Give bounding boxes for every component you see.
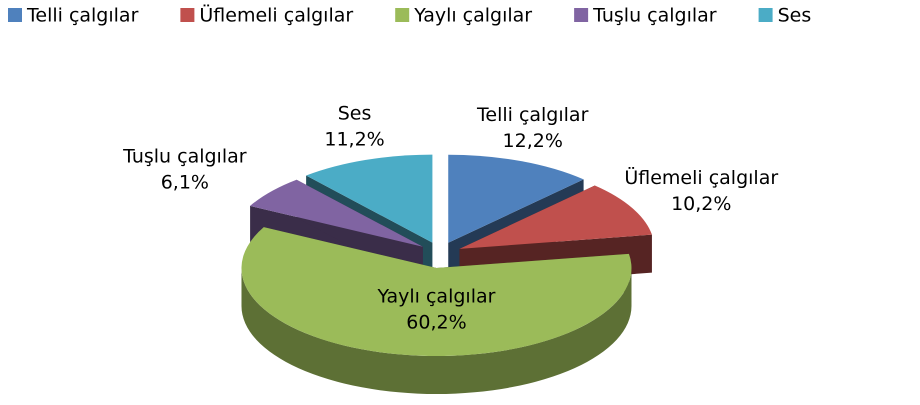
legend-item: Yaylı çalgılar [395,5,532,27]
slice-top [306,154,433,243]
legend-item: Üflemeli çalgılar [180,4,353,27]
legend-item: Tuşlu çalgılar [574,5,717,27]
legend-label: Üflemeli çalgılar [199,4,353,27]
data-label-name: Ses [338,102,372,124]
legend-label: Ses [778,5,812,27]
legend-swatch [180,8,195,22]
legend-label: Tuşlu çalgılar [592,5,717,27]
data-label-name: Üflemeli çalgılar [624,166,778,189]
data-label: Ses 11,2% [324,102,384,150]
slice-top [459,185,652,249]
legend-swatch [758,8,773,22]
legend-item: Telli çalgılar [8,5,139,27]
data-label: Üflemeli çalgılar 10,2% [624,166,778,215]
legend-label: Yaylı çalgılar [413,5,532,27]
slice [241,227,632,395]
data-label-value: 10,2% [671,193,731,215]
data-label-value: 12,2% [503,130,563,152]
data-label-name: Tuşlu çalgılar [122,145,247,167]
legend-item: Ses [758,5,812,27]
data-label-value: 60,2% [406,312,466,334]
legend-swatch [8,8,22,22]
data-label-value: 11,2% [324,128,384,150]
data-label-value: 6,1% [161,171,209,193]
data-label-name: Telli çalgılar [476,104,589,126]
legend-swatch [574,8,589,22]
data-label-name: Yaylı çalgılar [377,286,496,308]
slice-top [241,227,632,357]
legend-swatch [395,8,410,22]
slice-side [241,268,632,395]
slice-top [448,154,584,243]
slice-top [250,179,423,247]
legend-label: Telli çalgılar [26,5,139,27]
data-label: Telli çalgılar 12,2% [476,104,589,152]
data-label: Yaylı çalgılar 60,2% [377,286,496,334]
data-label: Tuşlu çalgılar 6,1% [122,145,247,193]
